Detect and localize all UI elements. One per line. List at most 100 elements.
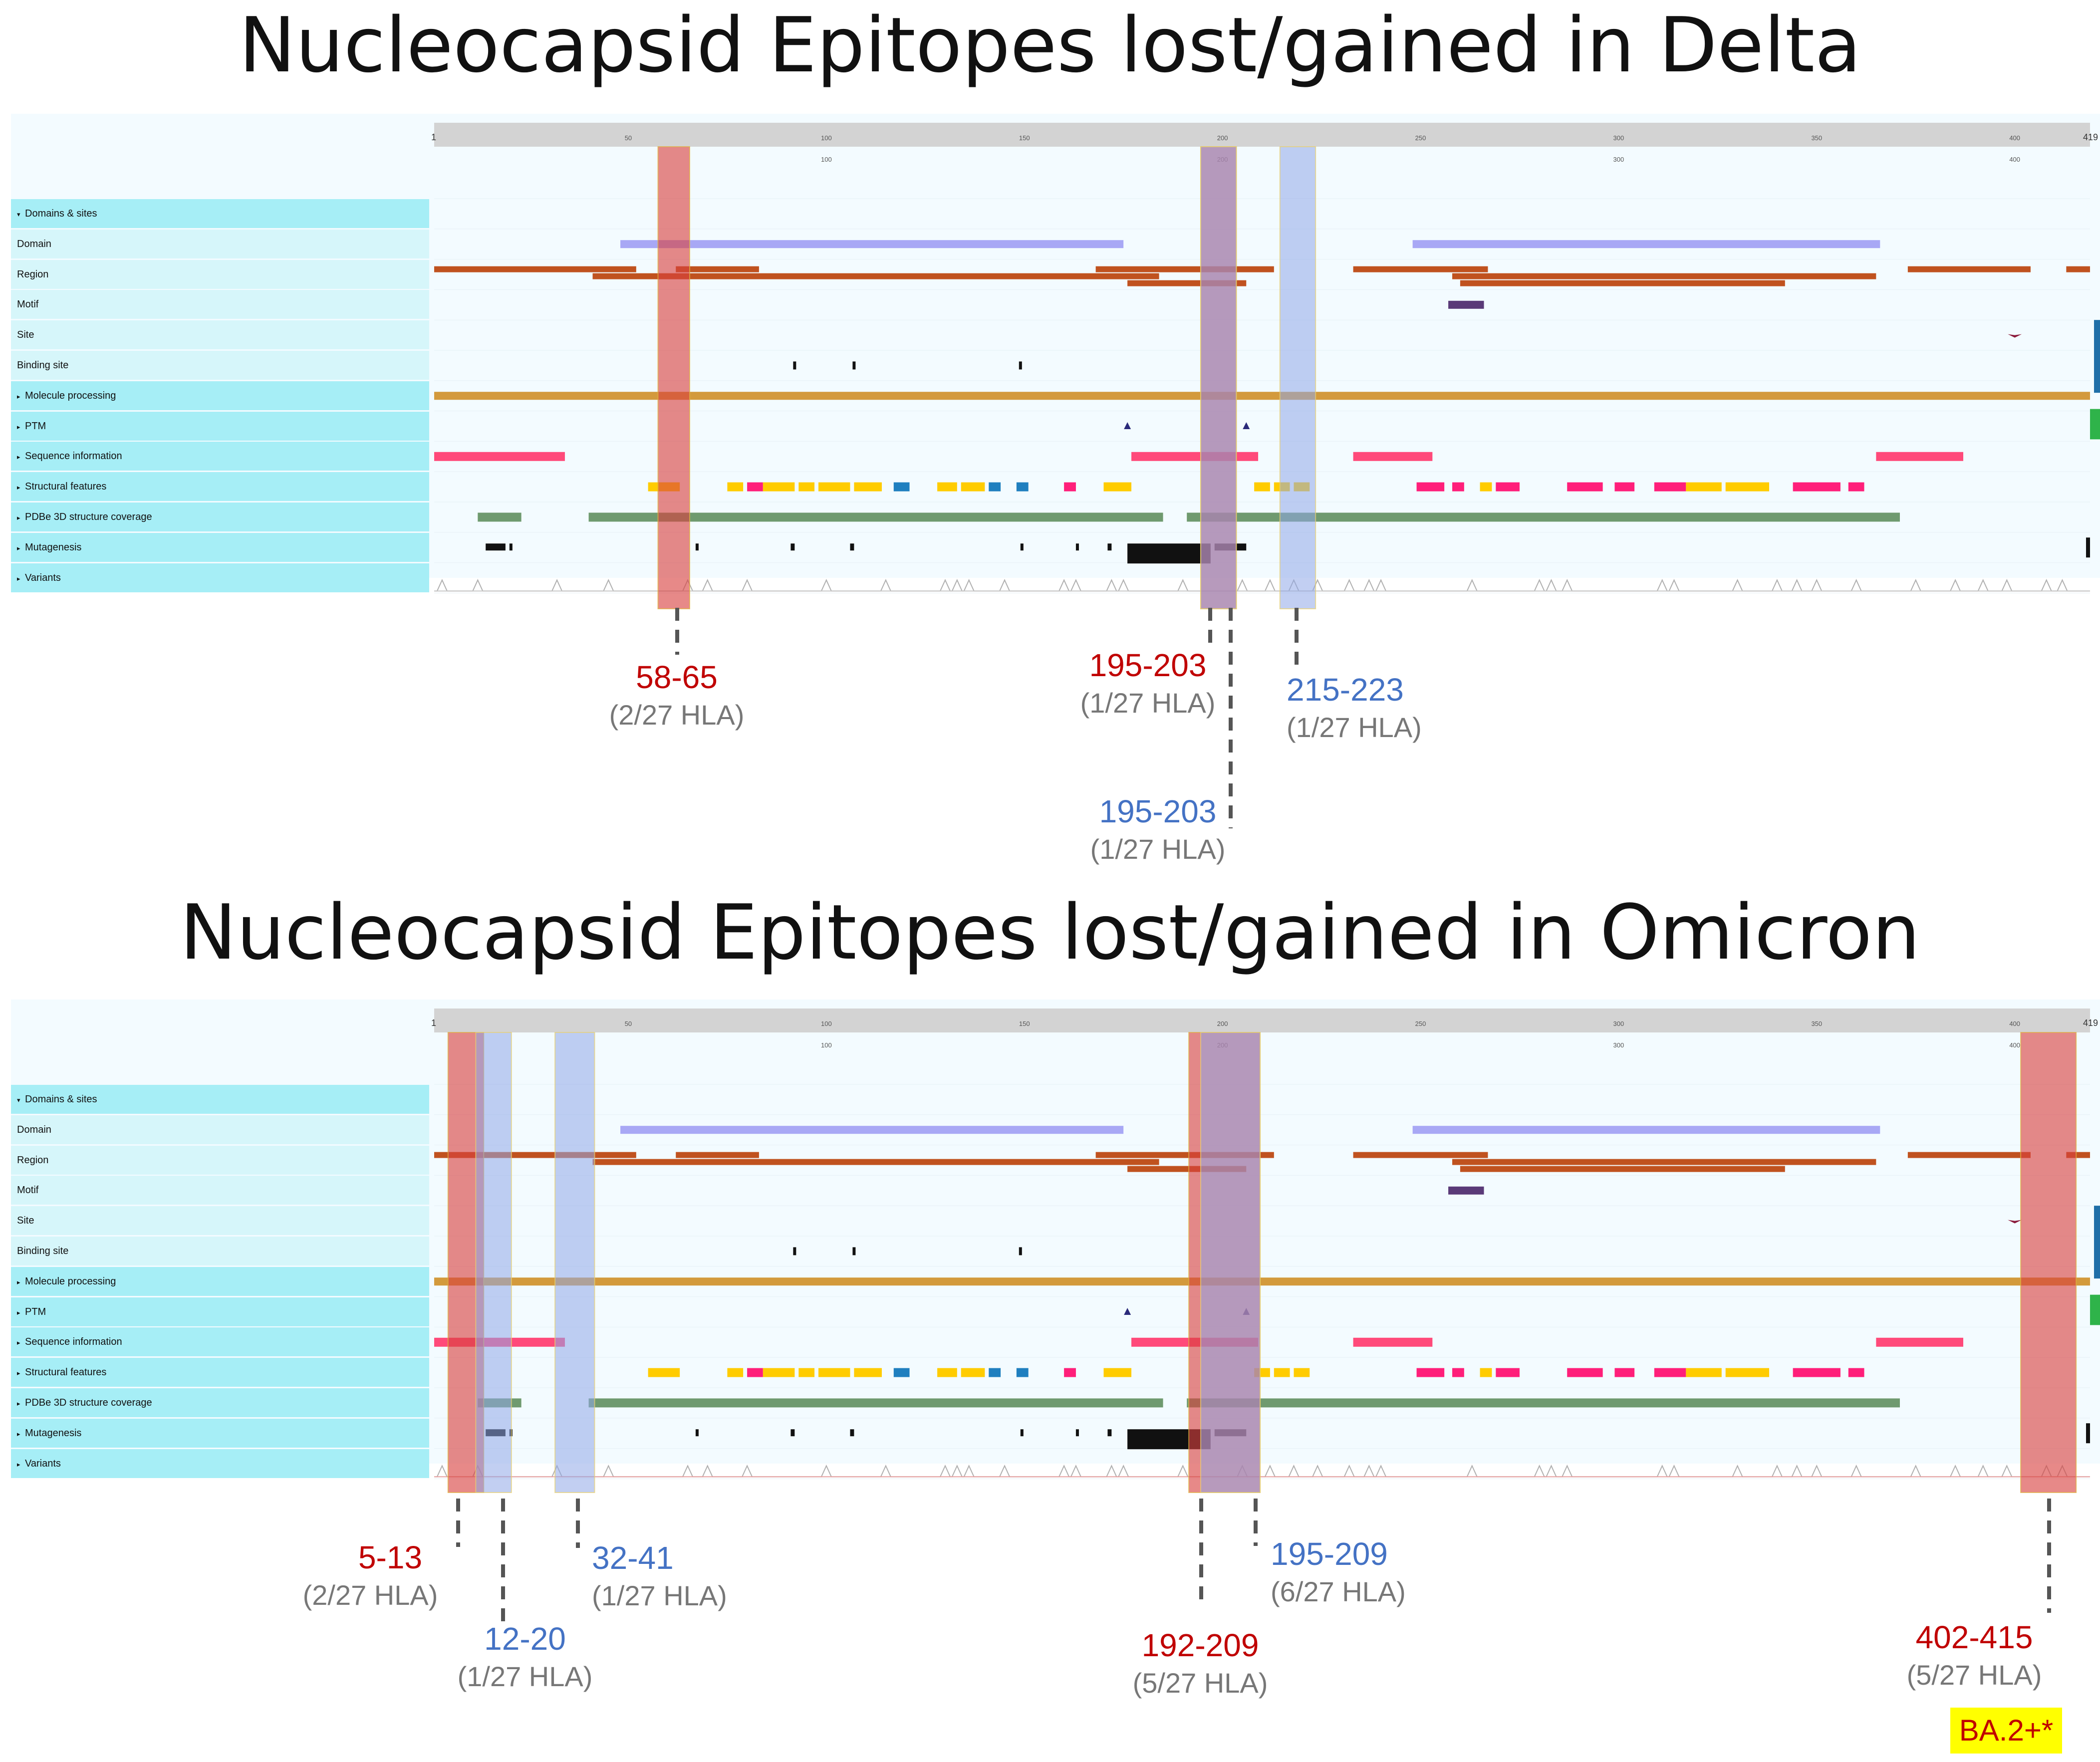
region-bar <box>1452 1159 1876 1165</box>
track-label-molecule-processing[interactable]: ▸ Molecule processing <box>11 1266 429 1296</box>
mutagenesis-mark <box>1107 543 1112 551</box>
structural-feature-bar <box>1064 1368 1076 1377</box>
hla-count: (1/27 HLA) <box>1287 712 1422 743</box>
mutagenesis-mark <box>850 543 854 551</box>
epitope-range: 195-203 <box>1099 793 1217 829</box>
region-bar <box>676 266 759 272</box>
structural-feature-bar <box>747 482 763 492</box>
structural-feature-bar <box>989 482 1001 492</box>
structural-feature-bar <box>727 482 744 492</box>
variants-track <box>434 1464 2090 1478</box>
region-bar <box>1353 1152 1488 1158</box>
binding-site-mark <box>1019 361 1022 370</box>
structural-feature-bar <box>937 482 957 492</box>
track-label-text: Structural features <box>25 1367 107 1378</box>
region-bar <box>2066 266 2090 272</box>
structural-feature-bar <box>727 1368 744 1377</box>
track-label-text: Molecule processing <box>25 390 116 401</box>
axis-tick-label: 400 <box>2009 156 2020 163</box>
delta-panel: 141950100150200250300350400100200300400 … <box>0 114 2100 613</box>
binding-site-mark <box>793 1247 796 1256</box>
site-side-marker <box>2094 320 2100 393</box>
caret-right-icon: ▸ <box>17 453 20 461</box>
track-label-mutagenesis[interactable]: ▸ Mutagenesis <box>11 1418 429 1448</box>
track-label-molecule-processing[interactable]: ▸ Molecule processing <box>11 381 429 410</box>
caret-right-icon: ▸ <box>17 544 20 552</box>
track-label-ptm[interactable]: ▸ PTM <box>11 1297 429 1326</box>
site-marker <box>2008 1220 2022 1224</box>
mutagenesis-mark <box>1075 543 1079 551</box>
structural-feature-bar <box>798 1368 815 1377</box>
epitope-gained-band <box>1279 146 1316 609</box>
omicron-epitope-192-209-label: 192-209 (5/27 HLA) <box>1090 1626 1310 1702</box>
track-label-text: Site <box>17 329 34 341</box>
structural-feature-bar <box>1416 482 1445 492</box>
binding-site-mark <box>852 361 856 370</box>
mutagenesis-mark <box>790 543 795 551</box>
track-label-text: Domains & sites <box>25 208 97 219</box>
structural-feature-bar <box>1567 482 1603 492</box>
structural-feature-bar <box>1274 1368 1290 1377</box>
epitope-range: 5-13 <box>358 1539 423 1575</box>
track-label-text: Sequence information <box>25 1336 122 1348</box>
sequence-info-bar <box>434 452 565 461</box>
track-label-text: Domain <box>17 1124 51 1135</box>
structural-feature-bar <box>1294 1368 1310 1377</box>
track-label-domains-sites[interactable]: ▾ Domains & sites <box>11 1085 429 1114</box>
ptm-marker <box>1243 422 1250 429</box>
structural-feature-bar <box>1064 482 1076 492</box>
track-label-variants[interactable]: ▸ Variants <box>11 1449 429 1478</box>
region-bar <box>592 273 1159 279</box>
track-label-text: Mutagenesis <box>25 541 82 553</box>
delta-epitope-58-65-label: 58-65 (2/27 HLA) <box>567 658 787 734</box>
track-label-text: Motif <box>17 1185 39 1196</box>
hla-count: (5/27 HLA) <box>1132 1667 1268 1699</box>
hla-count: (2/27 HLA) <box>302 1579 438 1611</box>
site-side-marker <box>2094 1206 2100 1279</box>
structural-feature-bar <box>1848 482 1864 492</box>
structural-feature-bar <box>1654 482 1686 492</box>
structural-feature-bar <box>1614 1368 1635 1377</box>
caret-right-icon: ▸ <box>17 1369 20 1377</box>
track-label-mutagenesis[interactable]: ▸ Mutagenesis <box>11 532 429 562</box>
epitope-lost-band <box>657 146 690 609</box>
track-label-sequence-information[interactable]: ▸ Sequence information <box>11 1327 429 1357</box>
track-label-text: Region <box>17 1154 49 1166</box>
structural-feature-bar <box>1480 482 1492 492</box>
navigation-ruler <box>434 123 2090 147</box>
hla-count: (1/27 HLA) <box>1080 687 1216 719</box>
structural-feature-bar <box>1496 482 1520 492</box>
pdbe-coverage-bar <box>478 512 522 522</box>
hla-count: (1/27 HLA) <box>457 1661 593 1692</box>
ptm-side-marker <box>2090 1294 2100 1325</box>
track-label-sequence-information[interactable]: ▸ Sequence information <box>11 442 429 471</box>
epitope-range: 402-415 <box>1915 1619 2033 1655</box>
track-label-text: Region <box>17 268 49 280</box>
track-label-structural-features[interactable]: ▸ Structural features <box>11 472 429 502</box>
track-label-domains-sites[interactable]: ▾ Domains & sites <box>11 199 429 228</box>
structural-feature-bar <box>1452 1368 1464 1377</box>
structural-feature-bar <box>1793 1368 1840 1377</box>
track-label-pdbe-3d-structure-coverage[interactable]: ▸ PDBe 3D structure coverage <box>11 1388 429 1417</box>
domain-bar <box>620 1126 1124 1134</box>
sequence-info-bar <box>1876 452 1963 461</box>
track-label-motif: Motif <box>11 1176 429 1205</box>
axis-tick-label: 300 <box>1613 1041 1624 1049</box>
track-label-text: PTM <box>25 420 46 432</box>
delta-epitope-215-223-label: 215-223 (1/27 HLA) <box>1242 670 1451 746</box>
delta-title: Nucleocapsid Epitopes lost/gained in Del… <box>239 1 1861 89</box>
pdbe-coverage-bar <box>1187 512 1900 522</box>
track-label-variants[interactable]: ▸ Variants <box>11 563 429 592</box>
structural-feature-bar <box>818 482 850 492</box>
epitope-range: 195-209 <box>1271 1536 1388 1572</box>
track-label-ptm[interactable]: ▸ PTM <box>11 411 429 441</box>
epitope-lost-band <box>2020 1032 2077 1493</box>
ruler-tick-label: 250 <box>1415 1020 1426 1027</box>
region-bar <box>592 1159 1159 1165</box>
omicron-epitope-12-20-label: 12-20 (1/27 HLA) <box>415 1619 635 1695</box>
track-label-pdbe-3d-structure-coverage[interactable]: ▸ PDBe 3D structure coverage <box>11 503 429 531</box>
axis-end-label: 419 <box>2083 132 2098 142</box>
track-label-text: Mutagenesis <box>25 1427 82 1439</box>
structural-feature-bar <box>1016 1368 1029 1377</box>
track-label-structural-features[interactable]: ▸ Structural features <box>11 1358 429 1387</box>
